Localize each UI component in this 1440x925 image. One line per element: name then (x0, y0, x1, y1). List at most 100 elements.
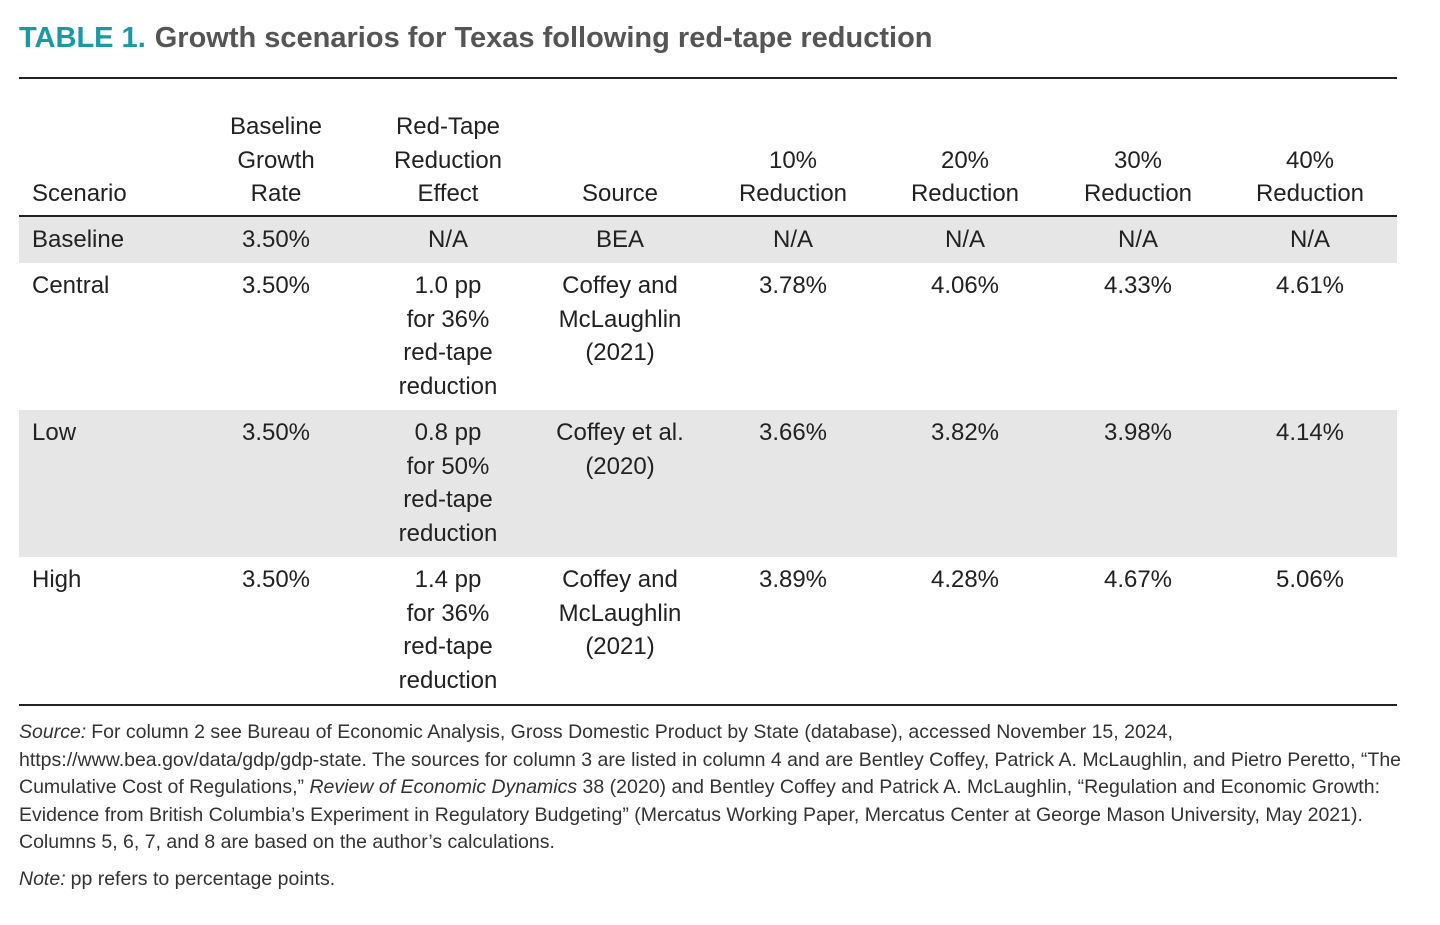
cell-text: N/A (772, 226, 813, 253)
table-cell: 4.33% (1052, 269, 1224, 303)
table-cell: 3.50% (190, 223, 362, 257)
table-cell: N/A (879, 223, 1051, 257)
header-text: Source (581, 180, 659, 208)
cell-text: 1.4 pp (414, 566, 482, 594)
row-shade (19, 217, 1397, 263)
cell-text: 3.78% (758, 272, 828, 299)
table-cell: High (32, 563, 81, 597)
header-cell: 20% Reduction (879, 144, 1051, 211)
header-text: 10% (768, 146, 818, 174)
note-text: pp refers to percentage points. (70, 868, 336, 890)
title-label: TABLE 1. (19, 22, 146, 54)
table-cell: 3.50% (190, 563, 362, 597)
cell-text: 0.8 pp (414, 419, 482, 447)
table-cell: 3.89% (707, 563, 879, 597)
cell-text: 3.89% (758, 566, 828, 594)
header-cell: Baseline Growth Rate (190, 110, 362, 211)
cell-text: 4.33% (1103, 272, 1173, 299)
table-cell: 4.14% (1224, 416, 1396, 450)
cell-text: Central (32, 272, 110, 299)
header-text: Scenario (32, 180, 127, 208)
source-italic: Review of Economic Dynamics (309, 776, 578, 798)
table-cell: 0.8 pp for 50% red-tape reduction (362, 416, 534, 550)
table-cell: 4.61% (1224, 269, 1396, 303)
cell-text: 3.50% (241, 419, 311, 447)
table-cell: 4.28% (879, 563, 1051, 597)
cell-text: 3.50% (241, 226, 311, 253)
header-text: Baseline (229, 113, 323, 141)
header-cell: 40% Reduction (1224, 144, 1396, 211)
bottom-rule (19, 704, 1397, 706)
cell-text: reduction (398, 666, 498, 694)
cell-text: red-tape (403, 486, 493, 514)
note: Note: pp refers to percentage points. (19, 866, 1404, 894)
cell-text: 4.67% (1103, 566, 1173, 594)
header-cell: 10% Reduction (707, 144, 879, 211)
cell-text: 3.98% (1103, 419, 1173, 447)
note-label: Note: (19, 868, 66, 890)
cell-text: Baseline (32, 226, 125, 253)
source-text: For column 2 see Bureau of Economic Anal… (19, 721, 1402, 798)
cell-text: Low (32, 419, 77, 447)
table-cell: BEA (534, 223, 706, 257)
header-text: Red-Tape (395, 113, 501, 141)
table-cell: 3.82% (879, 416, 1051, 450)
table-cell: Baseline (32, 223, 124, 257)
header-cell: Red-Tape Reduction Effect (362, 110, 534, 211)
cell-text: 4.61% (1275, 272, 1345, 299)
table-cell: N/A (1224, 223, 1396, 257)
cell-text: (2021) (585, 633, 655, 661)
table-cell: Coffey et al. (2020) (534, 416, 706, 483)
header-cell: Source (534, 177, 706, 211)
table-cell: N/A (707, 223, 879, 257)
cell-text: 5.06% (1275, 566, 1345, 594)
cell-text: 3.66% (758, 419, 828, 447)
table-cell: 4.67% (1052, 563, 1224, 597)
table-cell: 1.4 pp for 36% red-tape reduction (362, 563, 534, 697)
cell-text: N/A (944, 226, 985, 253)
header-text: Rate (250, 180, 302, 208)
header-text: Reduction (393, 146, 503, 174)
cell-text: for 50% (406, 452, 490, 480)
cell-text: N/A (1289, 226, 1330, 253)
source-label: Source: (19, 721, 87, 743)
cell-text: 3.50% (241, 272, 311, 299)
cell-text: 3.50% (241, 566, 311, 594)
table-cell: Coffey and McLaughlin (2021) (534, 563, 706, 664)
header-text: Reduction (738, 180, 848, 208)
table-cell: 3.50% (190, 269, 362, 303)
table-title: TABLE 1. Growth scenarios for Texas follo… (19, 22, 933, 55)
header-text: Reduction (1083, 180, 1193, 208)
table-cell: 1.0 pp for 36% red-tape reduction (362, 269, 534, 403)
table-cell: N/A (362, 223, 534, 257)
table-cell: Low (32, 416, 76, 450)
table-cell: 4.06% (879, 269, 1051, 303)
table-cell: 3.50% (190, 416, 362, 450)
source-note: Source: For column 2 see Bureau of Econom… (19, 719, 1404, 857)
cell-text: (2020) (585, 452, 655, 480)
header-rule (19, 215, 1397, 217)
cell-text: McLaughlin (558, 599, 682, 627)
header-text: Effect (417, 180, 479, 208)
cell-text: (2021) (585, 339, 655, 367)
cell-text: 3.82% (930, 419, 1000, 447)
cell-text: reduction (398, 372, 498, 400)
table-cell: 5.06% (1224, 563, 1396, 597)
cell-text: N/A (427, 226, 468, 253)
table-cell: 3.66% (707, 416, 879, 450)
cell-text: for 36% (406, 599, 490, 627)
cell-text: High (32, 566, 82, 594)
cell-text: for 36% (406, 305, 490, 333)
cell-text: N/A (1117, 226, 1158, 253)
header-cell: 30% Reduction (1052, 144, 1224, 211)
cell-text: 1.0 pp (414, 272, 482, 299)
cell-text: red-tape (403, 633, 493, 661)
cell-text: McLaughlin (558, 305, 682, 333)
cell-text: reduction (398, 519, 498, 547)
cell-text: Coffey and (562, 272, 678, 299)
cell-text: 4.14% (1275, 419, 1345, 447)
cell-text: BEA (595, 226, 645, 253)
header-text: Reduction (1255, 180, 1365, 208)
cell-text: Coffey and (562, 566, 678, 594)
